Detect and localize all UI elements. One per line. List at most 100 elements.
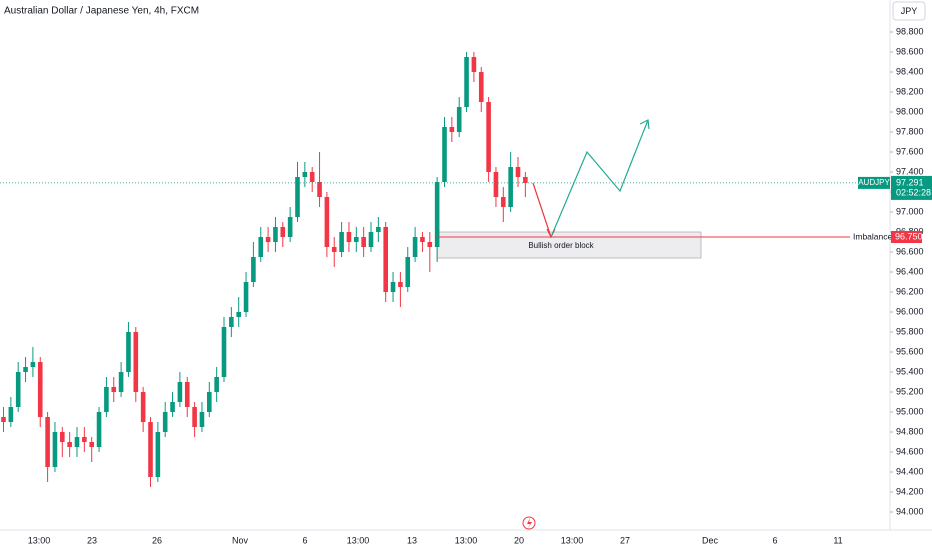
candle-body <box>434 182 440 247</box>
candle-body <box>60 432 65 442</box>
candle-body <box>52 432 58 467</box>
candle-body <box>258 237 264 257</box>
x-tick-label: 13:00 <box>455 535 478 545</box>
candle-body <box>478 72 484 102</box>
candle-body <box>30 362 36 367</box>
candle-body <box>89 442 94 447</box>
candle-body <box>111 387 117 392</box>
x-tick-label: 13 <box>407 535 417 545</box>
candle-body <box>15 372 21 407</box>
projection-up <box>550 119 649 238</box>
symbol-label: AUDJPY <box>858 178 890 187</box>
candle-body <box>464 57 469 107</box>
imbalance-label: 96.750 <box>895 231 923 241</box>
candle-body <box>8 407 14 422</box>
candle-body <box>501 197 506 207</box>
y-tick-label: 95.200 <box>896 386 924 396</box>
chart-title: Australian Dollar / Japanese Yen, 4h, FX… <box>4 6 199 17</box>
candle-body <box>449 127 455 132</box>
candle-body <box>427 242 433 247</box>
imbalance-tag <box>891 231 922 243</box>
price-tag <box>891 175 932 200</box>
event-bolt <box>527 518 532 528</box>
candle-body <box>45 417 50 467</box>
candle-body <box>412 237 418 257</box>
last-price-label: 97.291 <box>896 177 924 187</box>
candle-body <box>324 197 330 247</box>
currency-button[interactable] <box>892 1 926 21</box>
x-tick-label: 23 <box>87 535 97 545</box>
currency-label: JPY <box>901 6 918 16</box>
x-tick-label: Nov <box>232 535 249 545</box>
candle-body <box>184 382 190 407</box>
countdown-label: 02:52:28 <box>896 187 931 197</box>
order-block <box>436 231 702 259</box>
y-tick-label: 95.800 <box>896 326 924 336</box>
y-tick-label: 96.400 <box>896 266 924 276</box>
candle-body <box>1 417 6 422</box>
x-tick-label: Dec <box>702 535 719 545</box>
y-tick-label: 95.400 <box>896 366 924 376</box>
candle-body <box>104 387 109 412</box>
candle-body <box>354 237 359 242</box>
y-tick-label: 98.400 <box>896 66 924 76</box>
candle-body <box>170 402 175 412</box>
candle-body <box>398 282 403 287</box>
candle-body <box>199 412 205 427</box>
candle-body <box>265 237 271 242</box>
y-tick-label: 94.600 <box>896 446 924 456</box>
candle-body <box>67 442 72 447</box>
candle-body <box>118 372 124 392</box>
candle-body <box>405 257 411 287</box>
candle-body <box>207 392 212 412</box>
candle-body <box>309 172 315 182</box>
y-tick-label: 95.600 <box>896 346 924 356</box>
candle-body <box>515 167 521 177</box>
candle-body <box>383 227 388 292</box>
candle-body <box>390 282 396 292</box>
y-tick-label: 97.000 <box>896 206 924 216</box>
candle-body <box>508 167 513 207</box>
y-tick-label: 98.800 <box>896 26 924 36</box>
candle-body <box>302 172 308 177</box>
candle-body <box>361 237 366 247</box>
y-tick-label: 97.600 <box>896 146 924 156</box>
candle-body <box>229 317 234 327</box>
arrow-head <box>639 119 650 130</box>
y-tick-label: 96.000 <box>896 306 924 316</box>
y-tick-label: 94.200 <box>896 486 924 496</box>
candle-body <box>346 232 352 242</box>
y-tick-label: 97.800 <box>896 126 924 136</box>
candle-body <box>456 107 462 132</box>
candle-body <box>295 177 300 217</box>
x-tick-label: 13:00 <box>28 535 51 545</box>
candle-body <box>251 257 256 282</box>
candle-body <box>177 382 183 402</box>
candle-body <box>148 422 153 477</box>
x-tick-label: 6 <box>302 535 307 545</box>
candle-body <box>23 367 28 372</box>
candle-body <box>493 172 499 197</box>
candle-body <box>317 182 322 197</box>
y-tick-label: 96.200 <box>896 286 924 296</box>
x-tick-label: 13:00 <box>347 535 370 545</box>
candle-body <box>221 327 227 377</box>
x-tick-label: 6 <box>772 535 777 545</box>
y-tick-label: 98.000 <box>896 106 924 116</box>
candle-body <box>133 332 139 392</box>
symbol-tag <box>858 176 890 189</box>
order-block-label: Bullish order block <box>528 241 594 250</box>
candle-body <box>471 57 477 72</box>
y-tick-label: 94.000 <box>896 506 924 516</box>
candle-body <box>331 247 337 252</box>
candle-body <box>82 437 87 442</box>
candle-body <box>140 392 146 422</box>
y-tick-label: 95.000 <box>896 406 924 416</box>
x-tick-label: 26 <box>152 535 162 545</box>
y-tick-label: 98.600 <box>896 46 924 56</box>
candle-body <box>74 437 80 447</box>
candle-body <box>126 332 131 372</box>
x-tick-label: 13:00 <box>561 535 584 545</box>
y-tick-label: 94.400 <box>896 466 924 476</box>
candle-body <box>339 232 344 252</box>
